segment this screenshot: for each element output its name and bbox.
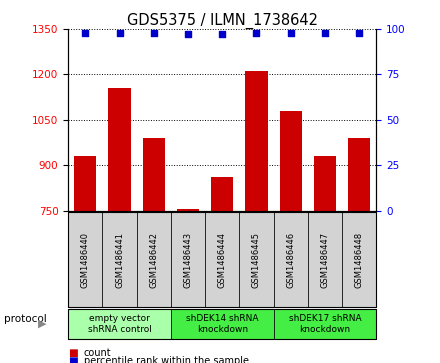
Point	[82, 30, 89, 36]
Bar	[279, 111, 302, 211]
Title: GDS5375 / ILMN_1738642: GDS5375 / ILMN_1738642	[127, 13, 318, 29]
Bar	[246, 72, 268, 211]
Text: GSM1486443: GSM1486443	[183, 232, 192, 287]
Bar	[74, 156, 96, 211]
Text: GSM1486445: GSM1486445	[252, 232, 261, 287]
Bar	[314, 156, 336, 211]
Point	[321, 30, 328, 36]
Text: shDEK17 shRNA
knockdown: shDEK17 shRNA knockdown	[289, 314, 361, 334]
Point	[116, 30, 123, 36]
Text: count: count	[84, 348, 111, 358]
Point	[287, 30, 294, 36]
Bar	[211, 177, 233, 211]
Text: GSM1486447: GSM1486447	[320, 232, 330, 287]
Text: percentile rank within the sample: percentile rank within the sample	[84, 356, 249, 363]
Bar	[143, 138, 165, 211]
Bar	[108, 88, 131, 211]
Text: GSM1486446: GSM1486446	[286, 232, 295, 287]
Text: ■: ■	[68, 348, 78, 358]
Text: GSM1486442: GSM1486442	[149, 232, 158, 287]
Text: shDEK14 shRNA
knockdown: shDEK14 shRNA knockdown	[186, 314, 258, 334]
Text: empty vector
shRNA control: empty vector shRNA control	[88, 314, 151, 334]
Point	[356, 30, 363, 36]
Point	[184, 32, 191, 37]
Text: GSM1486448: GSM1486448	[355, 232, 363, 287]
Text: GSM1486441: GSM1486441	[115, 232, 124, 287]
Text: ▶: ▶	[37, 319, 46, 329]
Text: GSM1486440: GSM1486440	[81, 232, 90, 287]
Point	[219, 32, 226, 37]
Bar	[177, 209, 199, 211]
Point	[150, 30, 157, 36]
Point	[253, 30, 260, 36]
Text: ■: ■	[68, 356, 78, 363]
Text: protocol: protocol	[4, 314, 47, 323]
Bar	[348, 138, 370, 211]
Text: GSM1486444: GSM1486444	[218, 232, 227, 287]
